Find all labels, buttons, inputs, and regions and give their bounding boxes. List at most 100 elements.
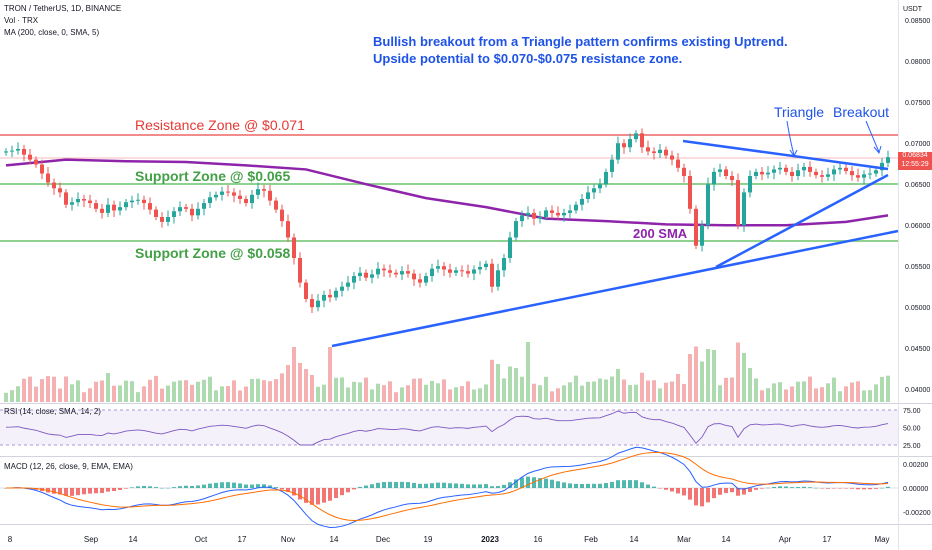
candle-body [238,195,242,199]
macd-histogram-bar [820,488,824,489]
macd-histogram-bar [538,478,542,488]
candle-body [814,171,818,176]
macd-histogram-bar [508,482,512,488]
macd-histogram-bar [76,488,80,496]
macd-histogram-bar [400,481,404,488]
rsi-line [5,410,889,446]
macd-legend[interactable]: MACD (12, 26, close, 9, EMA, EMA) [4,462,133,471]
sma-200-label: 200 SMA [633,226,688,241]
candle-body [196,208,200,216]
volume-bar [352,381,356,402]
ascending-trendline[interactable] [331,229,899,348]
macd-histogram-bar [136,486,140,488]
volume-bar [220,386,224,402]
macd-histogram-bar [406,482,410,488]
volume-bar [394,392,398,402]
time-axis[interactable]: 8 Sep 14 Oct 17 Nov 14 Dec 19 2023 16 Feb 14 Mar 14 Apr… [8,535,890,544]
volume-bar [64,376,68,402]
price-tick-label: 0.06500 [905,182,930,189]
macd-histogram-bar [478,484,482,488]
candle-body [730,176,734,181]
macd-histogram-bar [370,484,374,488]
macd-histogram-bar [64,488,68,496]
candle-body [64,192,68,205]
triangle-upper-trendline[interactable] [682,139,889,171]
candle-body [508,237,512,258]
macd-histogram-bar [310,488,314,505]
macd-histogram-bar [346,488,350,493]
rsi-legend[interactable]: RSI (14, close, SMA, 14, 2) [4,407,101,416]
price-tick-label: 0.08500 [905,18,930,25]
rsi-tick-label: 50.00 [903,426,921,433]
volume-bar [118,385,122,402]
volume-bar [154,375,158,402]
volume-bar [316,386,320,402]
macd-histogram-bar [322,488,326,503]
volume-legend[interactable]: Vol · TRX [4,16,39,25]
volume-bar [874,384,878,402]
candle-body [292,237,296,258]
time-tick-label: 14 [330,535,339,544]
candle-body [106,204,110,213]
price-tick-label: 0.04000 [905,387,930,394]
candle-body [352,276,356,283]
macd-histogram-bar [214,482,218,488]
candle-body [178,207,182,212]
macd-histogram-bar [238,483,242,488]
breakout-arrow [865,120,880,153]
rsi-tick-label: 25.00 [903,443,921,450]
price-tick-label: 0.04500 [905,346,930,353]
countdown-tag: 12:55:29 [898,161,932,170]
macd-histogram-bar [340,488,344,496]
candle-body [646,147,650,152]
candle-body [766,172,770,175]
macd-histogram-bar [562,482,566,488]
macd-histogram-bar [262,484,266,488]
volume-bar [478,388,482,402]
volume-bar [58,388,62,402]
price-axis[interactable]: 0.08500 0.08000 0.07500 0.07000 0.06500 0.060… [905,18,930,394]
macd-histogram-bar [568,483,572,488]
ma-legend[interactable]: MA (200, close, 0, SMA, 5) [4,28,100,37]
candle-body [484,263,488,268]
candle-body [40,164,44,174]
candle-body [166,217,170,222]
macd-histogram-bar [796,487,800,488]
triangle-arrow [786,120,795,156]
macd-histogram-bar [544,478,548,488]
volume-bar [196,381,200,402]
macd-histogram-bar [112,488,116,492]
candle-body [400,271,404,275]
time-tick-label: 2023 [481,535,499,544]
candle-body [736,180,740,226]
volume-bar [616,369,620,402]
volume-bar [430,380,434,402]
volume-bar [4,392,8,402]
volume-bar [232,380,236,402]
volume-bar [202,379,206,402]
macd-histogram-bar [646,484,650,488]
macd-histogram-bar [628,480,632,488]
triangle-arrow-head [789,149,798,157]
candle-body [136,199,140,201]
macd-histogram-bar [598,483,602,488]
volume-bar [340,377,344,402]
volume-bar [634,384,638,402]
candle-body [502,258,506,271]
triangle-lower-trendline[interactable] [715,173,889,269]
macd-histogram-bar [592,483,596,488]
volume-bar [388,381,392,402]
macd-histogram-bar [424,483,428,488]
volume-bar [286,365,290,402]
volume-bar [550,391,554,402]
volume-bar [778,382,782,402]
volume-bar [52,376,56,402]
macd-tick-label: 0.00000 [903,486,928,493]
candle-body [694,208,698,246]
macd-histogram-bar [766,487,770,489]
candle-body [742,192,746,226]
symbol-legend[interactable]: TRON / TetherUS, 1D, BINANCE [4,4,122,13]
volume-bar [508,366,512,402]
macd-histogram-bar [778,486,782,488]
